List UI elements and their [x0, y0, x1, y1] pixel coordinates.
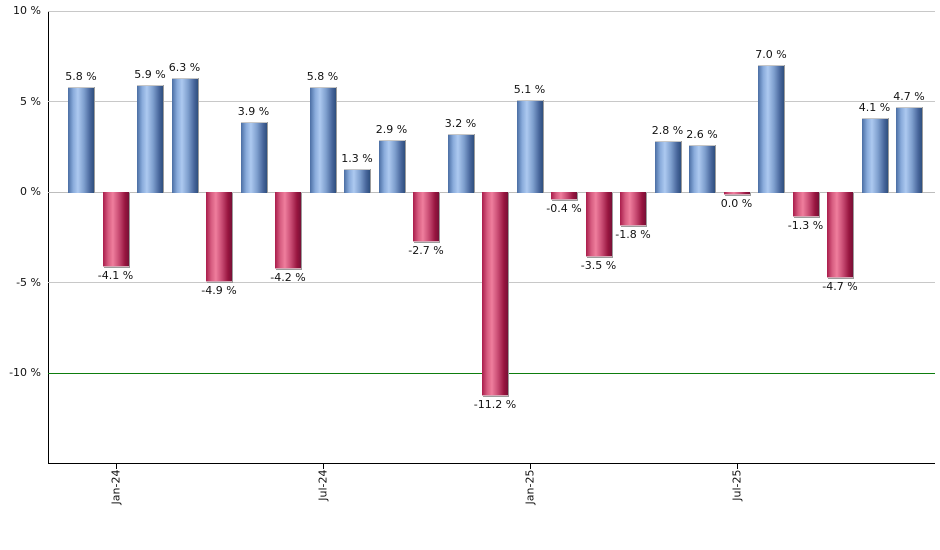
bar-value-label: 2.9 %: [375, 122, 408, 136]
x-axis-label: Jan-25: [523, 469, 536, 505]
bar-positive: [896, 107, 922, 194]
bar-negative: [275, 192, 301, 270]
bar-negative: [102, 192, 129, 268]
bar-negative: [551, 192, 577, 201]
bar-positive: [689, 145, 715, 194]
bar-value-label: -4.9 %: [201, 283, 237, 297]
x-axis-tick: [736, 464, 738, 469]
bar-value-label: -11.2 %: [473, 398, 517, 412]
bar-value-label: 2.8 %: [651, 124, 684, 138]
gridline: [48, 10, 935, 12]
bar-negative: [413, 192, 439, 243]
bar-positive: [68, 87, 94, 194]
bar-positive: [240, 121, 267, 194]
gridline: [48, 101, 935, 103]
bar-negative: [620, 192, 646, 226]
bar-positive: [309, 87, 336, 194]
bar-value-label: 3.9 %: [237, 104, 270, 118]
x-axis-label: Jul-24: [316, 469, 329, 501]
bar-value-label: -4.1 %: [97, 269, 134, 283]
bar-value-label: 5.1 %: [513, 82, 546, 96]
bar-value-label: 4.1 %: [858, 100, 891, 114]
bar-value-label: 0.0 %: [720, 196, 753, 210]
bar-value-label: 1.3 %: [341, 151, 373, 165]
y-axis-label: 10 %: [13, 4, 41, 17]
bar-negative: [827, 192, 853, 279]
bar-value-label: -4.2 %: [270, 271, 306, 285]
bar-positive: [758, 65, 784, 194]
bar-value-label: 4.7 %: [893, 90, 925, 104]
bar-value-label: -0.4 %: [546, 202, 582, 216]
bar-value-label: 6.3 %: [168, 61, 201, 75]
bar-negative: [482, 192, 508, 397]
y-axis-label: -10 %: [9, 366, 41, 380]
bar-value-label: -1.3 %: [787, 218, 824, 232]
bar-value-label: -3.5 %: [580, 258, 617, 272]
bar-negative: [792, 192, 819, 217]
bar-value-label: 5.8 %: [306, 70, 339, 84]
x-axis-tick: [115, 464, 117, 469]
bar-positive: [516, 99, 543, 194]
x-axis-tick: [529, 464, 531, 469]
bar-value-label: 5.9 %: [134, 68, 166, 82]
y-axis-label: 0 %: [20, 185, 41, 199]
bar-positive: [861, 117, 888, 194]
plot-area: [48, 11, 935, 464]
bar-negative: [206, 192, 232, 282]
bar-value-label: 3.2 %: [444, 117, 477, 131]
bar-value-label: 2.6 %: [686, 128, 718, 142]
bar-positive: [378, 139, 405, 194]
bar-value-label: -4.7 %: [822, 280, 858, 294]
bar-positive: [344, 168, 370, 194]
x-axis-label: Jul-25: [730, 469, 743, 501]
bar-positive: [447, 134, 474, 194]
bar-positive: [137, 85, 163, 194]
bar-negative: [585, 192, 612, 257]
x-axis-label: Jan-24: [109, 469, 122, 505]
bar-value-label: -2.7 %: [408, 244, 444, 258]
y-axis-label: -5 %: [16, 275, 41, 289]
x-axis-tick: [322, 464, 324, 469]
bar-positive: [171, 78, 198, 194]
bar-negative: [723, 192, 750, 195]
bar-positive: [654, 141, 681, 194]
y-axis-label: 5 %: [20, 94, 41, 108]
bar-value-label: -1.8 %: [615, 227, 651, 241]
bar-value-label: 5.8 %: [65, 70, 97, 84]
bar-value-label: 7.0 %: [755, 48, 787, 62]
